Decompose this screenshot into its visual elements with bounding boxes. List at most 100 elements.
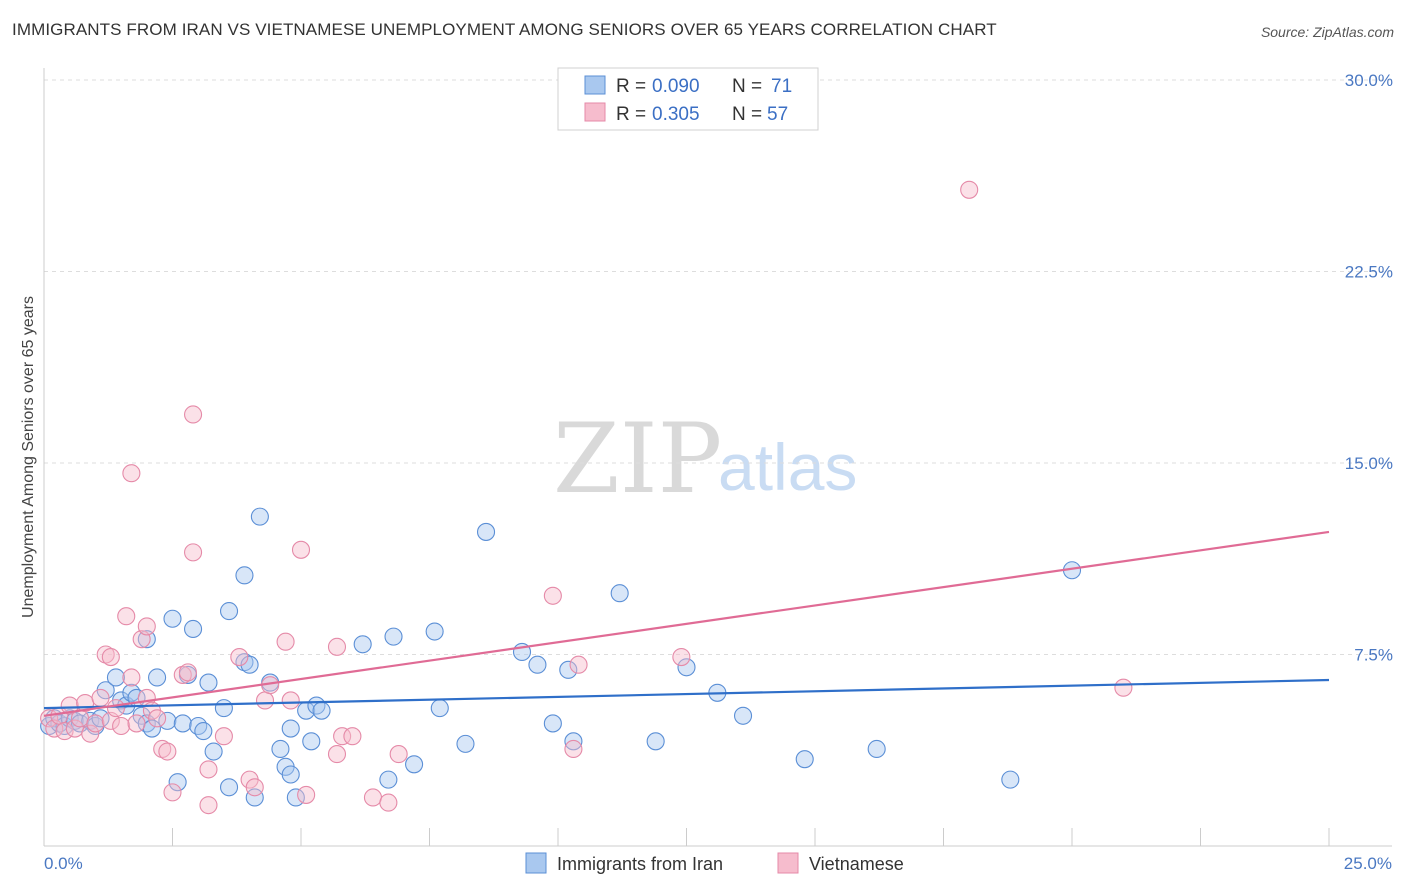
chart-title: IMMIGRANTS FROM IRAN VS VIETNAMESE UNEMP… bbox=[12, 20, 997, 39]
point-iran bbox=[271, 739, 290, 759]
bottom-legend-swatch-vietnamese bbox=[777, 852, 799, 874]
legend-swatch-iran bbox=[584, 75, 606, 95]
point-iran bbox=[245, 788, 264, 807]
point-vietnamese bbox=[291, 540, 311, 559]
point-iran bbox=[184, 619, 203, 639]
point-iran bbox=[543, 714, 562, 733]
point-vietnamese bbox=[158, 742, 177, 761]
watermark-zip: ZIP bbox=[553, 403, 722, 515]
point-vietnamese bbox=[122, 668, 141, 687]
trend-line-vietnamese bbox=[43, 530, 1330, 717]
point-vietnamese bbox=[281, 691, 300, 710]
point-iran bbox=[189, 716, 208, 736]
point-vietnamese bbox=[86, 714, 105, 733]
point-iran bbox=[281, 765, 300, 784]
trend-line-iran bbox=[43, 678, 1330, 710]
point-iran bbox=[91, 709, 110, 728]
point-vietnamese bbox=[569, 655, 588, 674]
point-iran bbox=[137, 630, 156, 649]
point-iran bbox=[235, 566, 254, 585]
y-tick-label: 7.5% bbox=[1354, 646, 1393, 665]
point-iran bbox=[163, 609, 182, 628]
point-vietnamese bbox=[184, 405, 203, 424]
point-iran bbox=[353, 635, 372, 654]
point-vietnamese bbox=[60, 696, 79, 715]
point-iran bbox=[286, 788, 305, 807]
point-iran bbox=[106, 668, 126, 687]
point-vietnamese bbox=[199, 760, 218, 779]
point-iran bbox=[281, 719, 300, 738]
y-tick-labels: 7.5% 15.0% 22.5% 30.0% bbox=[1345, 71, 1393, 665]
legend-n-label-iran: N = bbox=[732, 76, 762, 97]
point-iran bbox=[646, 732, 665, 751]
point-iran bbox=[405, 755, 424, 774]
series-vietnamese bbox=[40, 180, 1133, 815]
point-vietnamese bbox=[163, 783, 182, 802]
point-vietnamese bbox=[327, 745, 347, 764]
y-axis-label: Unemployment Among Seniors over 65 years bbox=[20, 296, 37, 618]
point-vietnamese bbox=[297, 785, 316, 804]
legend-r-value-iran: 0.090 bbox=[652, 76, 700, 97]
point-vietnamese bbox=[91, 688, 110, 707]
point-vietnamese bbox=[112, 716, 131, 736]
point-iran bbox=[214, 699, 233, 718]
point-vietnamese bbox=[122, 464, 141, 483]
correlation-legend: R = 0.090 N = 71 R = 0.305 N = 57 bbox=[557, 67, 819, 131]
legend-n-label-vietnamese: N = bbox=[732, 104, 762, 125]
point-iran bbox=[148, 668, 167, 687]
point-iran bbox=[456, 734, 475, 753]
point-vietnamese bbox=[363, 788, 383, 807]
point-vietnamese bbox=[245, 778, 264, 797]
point-iran bbox=[168, 773, 187, 792]
point-vietnamese bbox=[81, 724, 100, 743]
trend-lines bbox=[43, 530, 1330, 717]
point-iran bbox=[476, 522, 496, 541]
point-vietnamese bbox=[564, 739, 583, 759]
point-vietnamese bbox=[960, 180, 979, 199]
point-iran bbox=[204, 742, 223, 761]
x-tick-label-max: 25.0% bbox=[1344, 854, 1392, 873]
point-iran bbox=[302, 732, 321, 751]
point-iran bbox=[384, 627, 403, 646]
point-iran bbox=[677, 658, 696, 677]
gridlines bbox=[44, 79, 1392, 655]
point-vietnamese bbox=[137, 617, 156, 636]
point-iran bbox=[199, 673, 218, 692]
point-iran bbox=[219, 602, 239, 621]
point-iran bbox=[173, 714, 192, 733]
point-vietnamese bbox=[127, 714, 146, 733]
point-iran bbox=[430, 699, 449, 718]
point-vietnamese bbox=[255, 691, 275, 710]
legend-n-value-vietnamese: 57 bbox=[767, 104, 788, 125]
point-iran bbox=[610, 584, 629, 603]
point-iran bbox=[559, 660, 578, 679]
series-legend: Immigrants from Iran Vietnamese bbox=[525, 852, 904, 874]
point-iran bbox=[795, 750, 814, 769]
point-iran bbox=[219, 778, 239, 797]
legend-r-label-iran: R = bbox=[616, 76, 646, 97]
point-iran bbox=[81, 711, 100, 730]
legend-r-label-vietnamese: R = bbox=[616, 104, 646, 125]
point-iran bbox=[867, 739, 886, 759]
point-vietnamese bbox=[148, 709, 167, 728]
point-vietnamese bbox=[327, 637, 347, 656]
point-iran bbox=[194, 722, 213, 741]
point-vietnamese bbox=[101, 648, 120, 667]
point-vietnamese bbox=[55, 722, 74, 741]
watermark-atlas: atlas bbox=[718, 430, 857, 504]
point-vietnamese bbox=[389, 745, 408, 764]
legend-r-value-vietnamese: 0.305 bbox=[652, 104, 700, 125]
point-vietnamese bbox=[106, 699, 126, 718]
point-vietnamese bbox=[379, 793, 398, 812]
bottom-legend-label-iran: Immigrants from Iran bbox=[557, 854, 723, 874]
y-tick-label: 30.0% bbox=[1345, 71, 1393, 90]
point-vietnamese bbox=[333, 727, 352, 746]
bottom-legend-swatch-iran bbox=[525, 852, 547, 874]
point-iran bbox=[425, 622, 444, 641]
point-iran bbox=[733, 706, 753, 725]
point-iran bbox=[312, 701, 331, 720]
y-tick-label: 22.5% bbox=[1345, 263, 1393, 282]
point-vietnamese bbox=[343, 727, 362, 746]
point-iran bbox=[564, 732, 583, 751]
